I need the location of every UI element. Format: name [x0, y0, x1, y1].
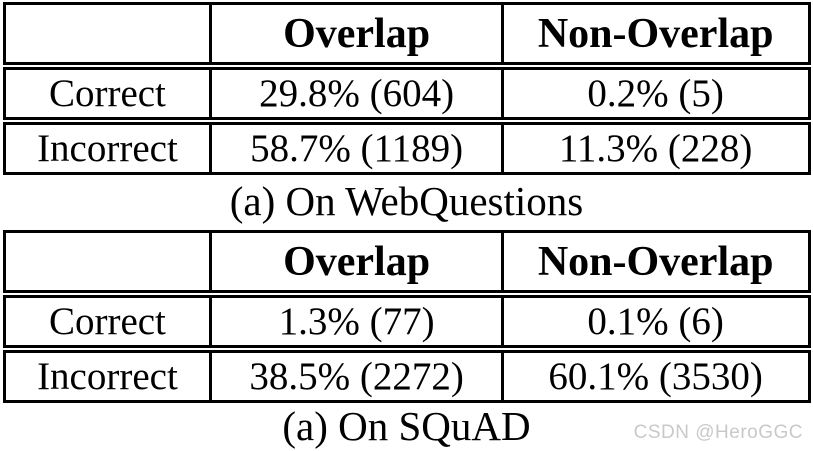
- header-row: Overlap Non-Overlap: [4, 231, 809, 295]
- table-row: Incorrect 38.5% (2272) 60.1% (3530): [4, 345, 809, 402]
- incorrect-non-overlap-value: 60.1% (3530): [500, 345, 809, 402]
- non-overlap-column-header: Non-Overlap: [500, 231, 809, 294]
- row-label-incorrect: Incorrect: [4, 117, 211, 174]
- row-label-correct: Correct: [4, 62, 211, 121]
- incorrect-overlap-value: 38.5% (2272): [209, 345, 503, 402]
- incorrect-overlap-value: 58.7% (1189): [209, 117, 503, 174]
- table-row: Correct 1.3% (77) 0.1% (6): [4, 290, 809, 349]
- corner-cell: [4, 232, 211, 295]
- overlap-column-header: Overlap: [209, 231, 503, 294]
- csdn-watermark: CSDN @HeroGGC: [633, 422, 803, 443]
- non-overlap-column-header: Non-Overlap: [500, 3, 809, 66]
- correct-non-overlap-value: 0.1% (6): [500, 290, 809, 349]
- overlap-column-header: Overlap: [209, 3, 503, 66]
- squad-overlap-table: Overlap Non-Overlap Correct 1.3% (77) 0.…: [2, 230, 811, 403]
- table-row: Correct 29.8% (604) 0.2% (5): [4, 62, 809, 121]
- header-row: Overlap Non-Overlap: [4, 3, 809, 67]
- correct-non-overlap-value: 0.2% (5): [500, 62, 809, 121]
- correct-overlap-value: 29.8% (604): [209, 62, 503, 121]
- incorrect-non-overlap-value: 11.3% (228): [500, 117, 809, 174]
- row-label-correct: Correct: [4, 290, 211, 349]
- webquestions-table-caption: (a) On WebQuestions: [229, 178, 584, 224]
- row-label-incorrect: Incorrect: [4, 345, 211, 402]
- correct-overlap-value: 1.3% (77): [209, 290, 503, 349]
- table-row: Incorrect 58.7% (1189) 11.3% (228): [4, 117, 809, 174]
- webquestions-overlap-table: Overlap Non-Overlap Correct 29.8% (604) …: [2, 2, 811, 175]
- squad-table-caption: (a) On SQuAD: [282, 403, 531, 449]
- corner-cell: [4, 4, 211, 67]
